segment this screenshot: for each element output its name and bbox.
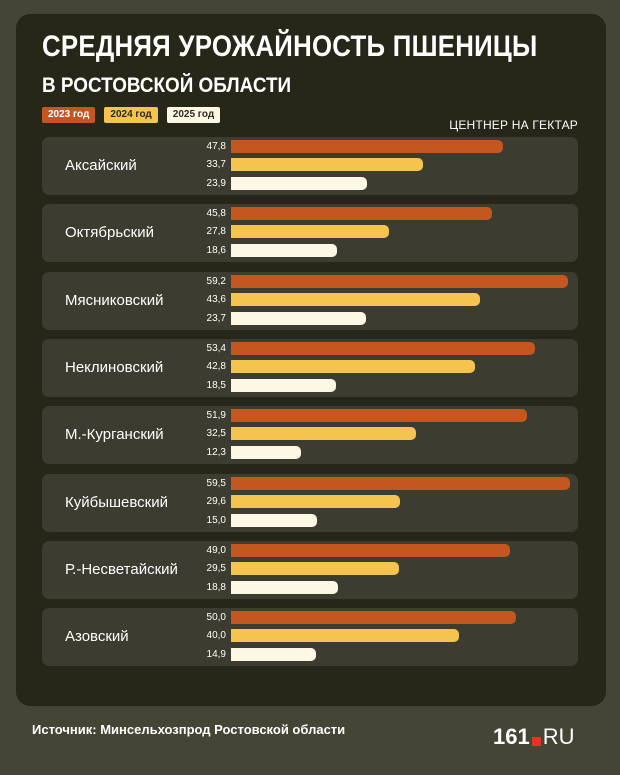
district-label: Азовский [65,628,129,646]
bar-1 [231,341,536,355]
bar-value-label: 23,7 [206,312,226,324]
bar-value-label: 45,8 [206,208,226,220]
bar-value-label: 59,5 [206,477,226,489]
district-group: Р.-Несветайский 49,0 29,5 18,8 [42,540,578,599]
bar-value-label: 15,0 [206,514,226,526]
bar-1 [231,409,527,423]
bar-value-label: 49,0 [206,544,226,556]
district-label: Октябрьский [65,224,154,242]
bar-2 [231,427,417,441]
bar-3 [231,446,302,460]
bar-value-label: 29,5 [206,562,226,574]
bar-value-label: 14,9 [206,649,226,661]
logo-number: 161 [493,724,530,749]
bar-value-label: 50,0 [206,612,226,624]
legend-item-3: 2025 год [166,107,221,123]
bar-3 [231,244,338,258]
bar-value-label: 18,8 [206,581,226,593]
bar-value-label: 47,8 [206,141,226,152]
district-label: Аксайский [65,157,137,174]
district-label: Неклиновский [65,358,164,376]
bar-3 [231,378,337,392]
bar-2 [231,225,390,239]
logo-suffix: RU [542,724,575,749]
district-label: Куйбышевский [65,493,168,511]
bar-3 [231,177,368,190]
district-group: М.-Курганский 51,9 32,5 12,3 [42,406,578,465]
bar-3 [231,513,317,527]
chart-subtitle: В РОСТОВСКОЙ ОБЛАСТИ [42,74,292,97]
bar-2 [231,494,400,508]
bar-value-label: 33,7 [206,159,226,170]
bar-value-label: 59,2 [206,275,226,287]
bar-value-label: 23,9 [206,178,226,189]
district-label: М.-Курганский [65,426,164,444]
unit-label: ЦЕНТНЕР НА ГЕКТАР [449,118,578,132]
district-group: Неклиновский 53,4 42,8 18,5 [42,338,578,397]
bar-2 [231,629,459,643]
bar-value-label: 18,5 [206,379,226,391]
bar-3 [231,311,367,325]
district-group: Аксайский 47,8 33,7 23,9 [42,137,578,195]
bar-2 [231,359,475,373]
bar-1 [231,543,511,557]
bar-value-label: 43,6 [206,293,226,305]
bar-3 [231,580,339,594]
legend-item-1: 2023 год [42,107,96,123]
bar-1 [231,207,493,221]
bar-1 [231,611,516,625]
bar-value-label: 27,8 [206,226,226,238]
district-label: Мясниковский [65,291,164,309]
bar-1 [231,274,569,288]
bar-value-label: 53,4 [206,342,226,354]
district-group: Азовский 50,0 40,0 14,9 [42,608,578,667]
legend-item-2: 2024 год [104,107,158,123]
bar-value-label: 32,5 [206,428,226,440]
bar-1 [231,140,504,153]
bar-2 [231,158,424,171]
chart-title: СРЕДНЯЯ УРОЖАЙНОСТЬ ПШЕНИЦЫ [42,30,538,63]
bar-2 [231,561,400,575]
bar-value-label: 12,3 [206,447,226,459]
bar-value-label: 42,8 [206,360,226,372]
bar-2 [231,292,480,306]
bar-value-label: 40,0 [206,630,226,642]
district-group: Октябрьский 45,8 27,8 18,6 [42,204,578,263]
district-label: Р.-Несветайский [65,560,178,578]
logo-161ru: 161 RU [493,724,575,750]
source-note: Источник: Минсельхозпрод Ростовской обла… [32,722,346,737]
legend: 2023 год 2024 год 2025 год [42,107,221,123]
district-group: Куйбышевский 59,5 29,6 15,0 [42,473,578,532]
bar-value-label: 51,9 [206,410,226,422]
bar-1 [231,476,571,490]
bar-3 [231,648,316,662]
district-group: Мясниковский 59,2 43,6 23,7 [42,271,578,330]
logo-red-square [531,737,541,746]
bar-value-label: 18,6 [206,245,226,257]
bar-value-label: 29,6 [206,495,226,507]
